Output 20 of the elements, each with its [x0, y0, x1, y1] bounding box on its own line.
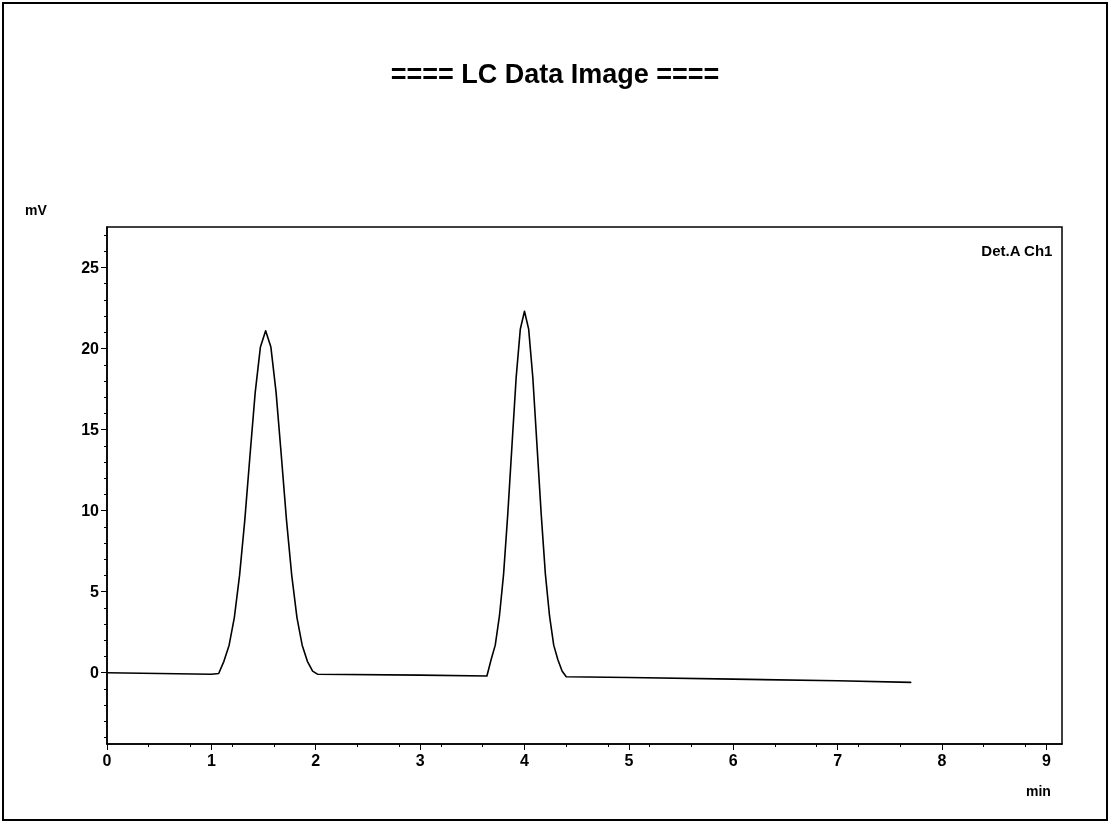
text: Det.A Ch1 — [981, 242, 1053, 259]
x-tick-label: 1 — [206, 751, 216, 769]
x-tick-label: 0 — [102, 751, 112, 769]
x-tick-label: 9 — [1041, 751, 1051, 769]
x-tick-label: 3 — [415, 751, 425, 769]
x-tick-label: 4 — [520, 751, 530, 769]
x-tick-label: 7 — [833, 751, 843, 769]
x-tick-label: 8 — [937, 751, 947, 769]
y-tick-label: 15 — [81, 421, 100, 439]
y-tick-label: 10 — [81, 502, 100, 520]
chart-title: ==== LC Data Image ==== — [390, 58, 720, 89]
y-tick-label: 20 — [81, 340, 100, 358]
y-tick-label: 25 — [81, 259, 100, 277]
x-axis-title: min — [1026, 783, 1051, 799]
y-axis-title: mV — [25, 202, 48, 218]
x-tick-label: 2 — [311, 751, 321, 769]
x-tick-label: 6 — [728, 751, 738, 769]
y-tick-label: 0 — [90, 664, 100, 682]
x-tick-label: 5 — [624, 751, 634, 769]
y-tick-label: 5 — [90, 583, 100, 601]
